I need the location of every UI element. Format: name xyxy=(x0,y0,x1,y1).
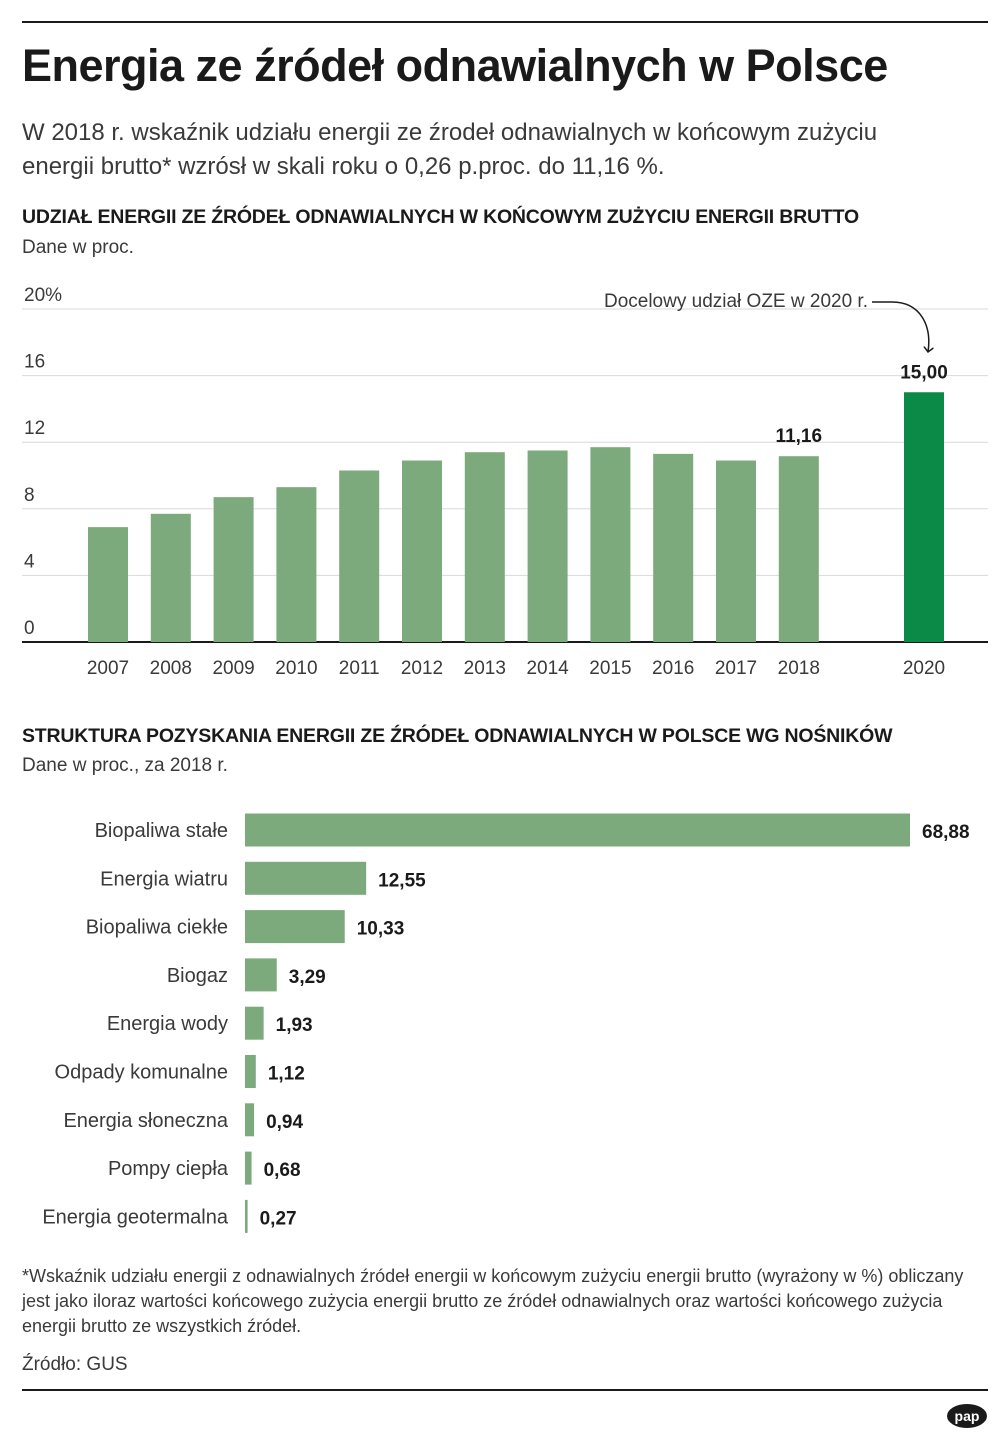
y-tick-label: 20% xyxy=(24,285,62,306)
hbar xyxy=(245,813,910,847)
y-tick-label: 0 xyxy=(24,618,35,639)
bar-2020 xyxy=(904,392,944,642)
hbar xyxy=(245,958,277,992)
category-label: Biopaliwa ciekłe xyxy=(86,917,228,939)
hbar xyxy=(245,1199,248,1233)
category-label: Odpady komunalne xyxy=(55,1062,228,1084)
value-label: 0,94 xyxy=(266,1112,303,1133)
bar-2009 xyxy=(213,497,254,642)
value-label: 12,55 xyxy=(378,870,426,891)
chart2-svg: Biopaliwa stałe 68,88 Energia wiatru 12,55 B… xyxy=(42,813,970,1233)
bar-2015 xyxy=(590,447,631,642)
value-label: 0,27 xyxy=(260,1208,297,1229)
x-tick-label: 2008 xyxy=(150,658,192,679)
source-note: Źródło: GUS xyxy=(22,1354,128,1375)
bar-2012 xyxy=(402,460,442,642)
page-subtitle: W 2018 r. wskaźnik udziału energii ze źr… xyxy=(22,119,878,180)
hbar xyxy=(245,1103,255,1137)
bar-2011 xyxy=(339,470,380,642)
chart1-svg: 0 4 8 12 16 20% 2007 2008 2009 2010 2011 2012 2013 2… xyxy=(22,285,988,679)
chart2-subtitle: Dane w proc., za 2018 r. xyxy=(22,755,228,776)
value-label: 3,29 xyxy=(289,967,326,988)
x-tick-label: 2016 xyxy=(652,658,694,679)
x-tick-label: 2011 xyxy=(339,658,380,679)
category-label: Energia geotermalna xyxy=(42,1206,229,1228)
value-label: 10,33 xyxy=(357,919,405,940)
category-label: Energia słoneczna xyxy=(63,1110,228,1132)
footnote: *Wskaźnik udziału energii z odnawialnych… xyxy=(22,1266,964,1336)
bar-2008 xyxy=(150,513,191,642)
x-tick-label: 2014 xyxy=(526,658,569,679)
category-label: Biopaliwa stałe xyxy=(95,820,228,842)
bar-2018 xyxy=(778,456,819,642)
pap-logo-text: pap xyxy=(955,1408,980,1424)
data-label-2020: 15,00 xyxy=(900,362,948,383)
chart1-subtitle: Dane w proc. xyxy=(22,237,134,258)
x-tick-label: 2015 xyxy=(589,658,631,679)
hbar xyxy=(245,1055,256,1088)
pap-logo: pap xyxy=(947,1404,987,1428)
y-tick-label: 16 xyxy=(24,352,45,373)
x-tick-label: 2018 xyxy=(778,658,820,679)
x-tick-label: 2013 xyxy=(464,658,506,679)
category-label: Energia wody xyxy=(107,1013,228,1035)
target-annotation: Docelowy udział OZE w 2020 r. xyxy=(604,291,868,312)
x-tick-label: 2009 xyxy=(212,658,254,679)
bottom-rule xyxy=(22,1389,988,1391)
hbar xyxy=(245,910,345,944)
category-label: Energia wiatru xyxy=(100,868,228,890)
page-title: Energia ze źródeł odnawialnych w Polsce xyxy=(22,40,888,91)
top-rule xyxy=(22,21,988,23)
x-tick-label: 2020 xyxy=(903,658,945,679)
value-label: 1,93 xyxy=(276,1015,313,1036)
data-label-2018: 11,16 xyxy=(776,426,823,447)
x-tick-label: 2012 xyxy=(401,658,443,679)
chart2-title: STRUKTURA POZYSKANIA ENERGII ZE ŹRÓDEŁ O… xyxy=(22,725,893,747)
y-tick-label: 8 xyxy=(24,485,35,506)
hbar xyxy=(245,1006,264,1040)
bar-2016 xyxy=(653,453,694,642)
y-tick-label: 4 xyxy=(24,551,35,572)
bar-2013 xyxy=(464,452,505,642)
x-tick-label: 2010 xyxy=(275,658,317,679)
value-label: 68,88 xyxy=(922,822,970,843)
hbar xyxy=(245,1151,252,1185)
category-label: Pompy ciepła xyxy=(108,1158,229,1180)
category-label: Biogaz xyxy=(167,965,228,987)
target-arrow-icon xyxy=(872,301,929,352)
bar-2014 xyxy=(527,450,568,642)
bar-2010 xyxy=(276,487,317,642)
x-tick-label: 2017 xyxy=(715,658,757,679)
value-label: 1,12 xyxy=(268,1064,305,1085)
value-label: 0,68 xyxy=(264,1160,301,1181)
x-tick-label: 2007 xyxy=(87,658,129,679)
hbar xyxy=(245,861,367,895)
chart1-title: UDZIAŁ ENERGII ZE ŹRÓDEŁ ODNAWIALNYCH W … xyxy=(22,206,859,228)
bar-2007 xyxy=(88,527,128,642)
bar-2017 xyxy=(716,460,756,642)
y-tick-label: 12 xyxy=(24,418,45,439)
